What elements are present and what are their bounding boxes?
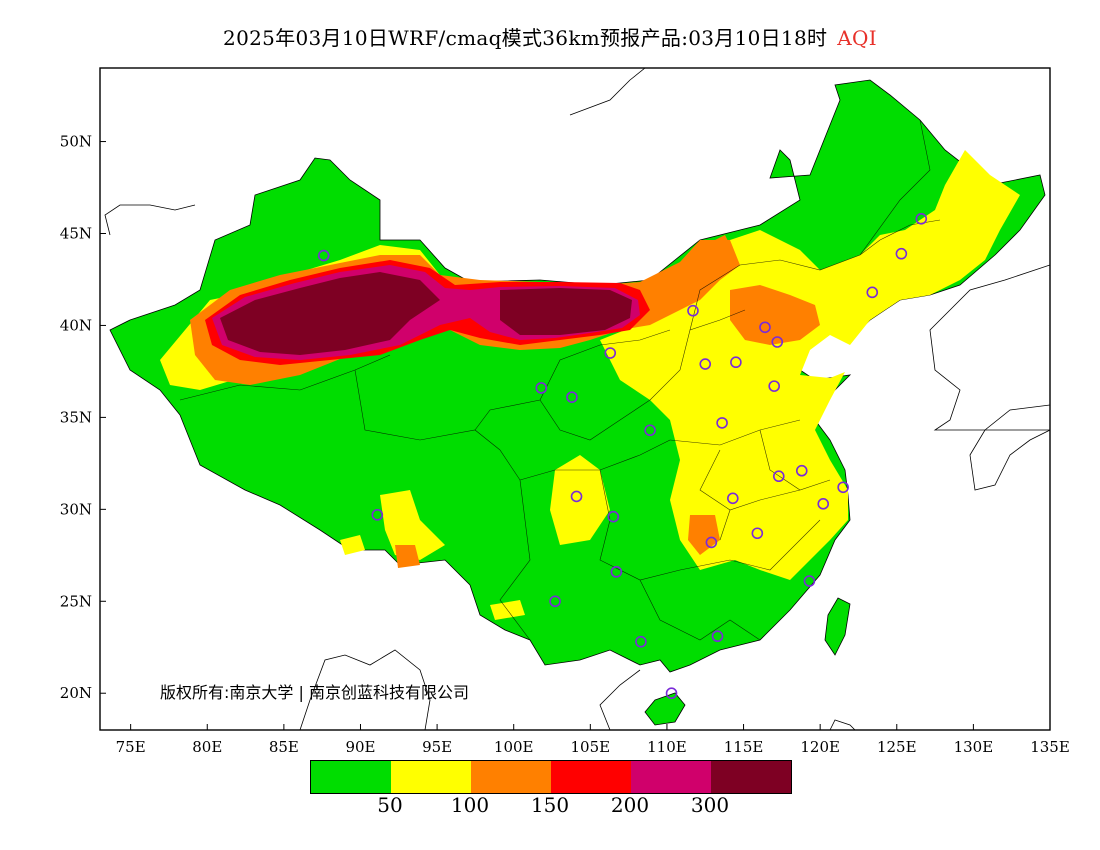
- legend-swatch: [631, 761, 711, 793]
- city-station-marker: [711, 630, 724, 643]
- city-station-marker: [866, 286, 879, 299]
- lon-tick-label: 120E: [800, 738, 840, 756]
- city-station-marker: [771, 336, 784, 348]
- legend-swatch: [311, 761, 391, 793]
- lat-tick-label: 30N: [60, 500, 92, 518]
- city-station-marker: [604, 347, 617, 359]
- lon-tick-label: 80E: [192, 738, 222, 756]
- variable-label: AQI: [837, 26, 877, 50]
- coastline-bay-of-bengal: [299, 649, 431, 730]
- city-station-marker: [751, 527, 764, 540]
- aqi-legend: [310, 760, 792, 794]
- coastline-russia: [569, 68, 646, 116]
- city-station-marker: [730, 356, 742, 369]
- lat-tick-label: 20N: [60, 684, 92, 702]
- legend-swatch: [711, 761, 791, 793]
- city-station-marker: [768, 380, 780, 392]
- map-title: 2025年03月10日WRF/cmaq模式36km预报产品:03月10日18时 A…: [223, 26, 877, 50]
- city-station-marker: [535, 382, 548, 394]
- city-station-marker: [895, 247, 908, 260]
- lon-tick-label: 105E: [571, 738, 611, 756]
- city-station-marker: [772, 470, 785, 483]
- city-station-marker: [915, 212, 928, 225]
- legend-label: 100: [450, 793, 490, 817]
- city-station-marker: [549, 595, 561, 608]
- city-station-marker: [759, 321, 771, 334]
- legend-label: 200: [610, 793, 650, 817]
- city-station-marker: [635, 635, 647, 648]
- coastline-korea: [929, 264, 1050, 431]
- lon-tick-label: 100E: [494, 738, 534, 756]
- city-station-marker: [665, 687, 678, 700]
- station-markers: [317, 212, 928, 700]
- aqi-maroon-areas: [220, 272, 632, 355]
- lon-tick-label: 85E: [269, 738, 299, 756]
- city-station-marker: [699, 358, 712, 370]
- city-station-marker: [317, 249, 330, 262]
- city-station-marker: [371, 509, 384, 521]
- lon-tick-label: 110E: [647, 738, 687, 756]
- lon-tick-label: 90E: [345, 738, 375, 756]
- legend-label: 50: [377, 793, 403, 817]
- city-station-marker: [705, 536, 718, 549]
- city-station-marker: [795, 464, 808, 477]
- city-station-marker: [716, 417, 728, 429]
- map-frame: [99, 67, 1051, 731]
- hainan: [644, 692, 686, 726]
- axis-ticks: 75E 80E 85E 90E 95E 100E 105E 110E 115E 120E 125E 1…: [60, 133, 1070, 756]
- province-boundaries: [179, 119, 941, 641]
- lon-tick-label: 125E: [877, 738, 917, 756]
- lon-tick-label: 130E: [954, 738, 994, 756]
- legend-swatch: [551, 761, 631, 793]
- legend-swatch: [471, 761, 551, 793]
- city-station-marker: [610, 566, 623, 578]
- city-station-marker: [727, 492, 739, 505]
- taiwan: [824, 597, 851, 656]
- lat-tick-label: 35N: [60, 408, 92, 426]
- city-station-marker: [566, 391, 578, 403]
- legend-swatch: [391, 761, 471, 793]
- lat-tick-label: 25N: [60, 592, 92, 610]
- lat-tick-label: 45N: [60, 225, 92, 243]
- coastline-indochina: [599, 669, 641, 730]
- city-station-marker: [570, 490, 583, 503]
- lon-tick-label: 135E: [1030, 738, 1070, 756]
- lat-tick-label: 50N: [60, 133, 92, 151]
- coastline-philippines: [829, 719, 856, 730]
- city-station-marker: [644, 424, 656, 437]
- legend-label: 150: [530, 793, 570, 817]
- lon-tick-label: 75E: [116, 738, 146, 756]
- copyright-credit: 版权所有:南京大学 | 南京创蓝科技有限公司: [160, 683, 469, 702]
- coastline-caspian: [104, 204, 196, 236]
- lon-tick-label: 115E: [724, 738, 764, 756]
- legend-label: 300: [690, 793, 730, 817]
- city-station-marker: [687, 304, 699, 317]
- lon-tick-label: 95E: [422, 738, 452, 756]
- city-station-marker: [607, 510, 620, 523]
- city-station-marker: [817, 498, 830, 510]
- city-station-marker: [837, 481, 849, 494]
- city-station-marker: [803, 575, 816, 587]
- coastline-japan: [969, 404, 1050, 491]
- lat-tick-label: 40N: [60, 316, 92, 334]
